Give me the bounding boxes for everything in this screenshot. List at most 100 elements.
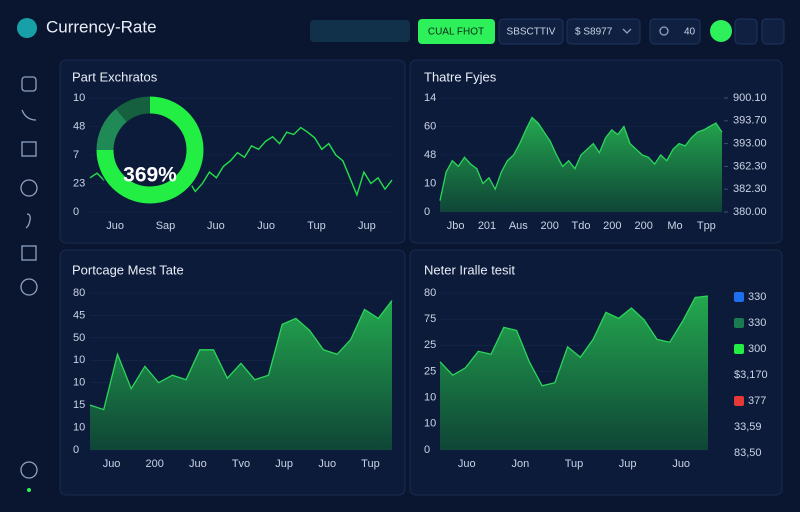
status-dot [27,488,31,492]
y-tick-label: 45 [73,309,85,321]
nav-icon[interactable] [21,141,37,157]
x-tick-label: Juo [672,458,690,470]
y-tick-label: 10 [424,418,436,430]
y-tick-label: 10 [73,377,85,389]
y2-tick-label: 362.30 [733,160,767,172]
y2-tick-label: 382.30 [733,183,767,195]
x-tick-label: 200 [146,458,164,470]
x-tick-label: 200 [540,220,558,232]
button[interactable] [498,18,564,45]
nav-icon[interactable] [21,109,37,121]
y-tick-label: 50 [73,332,85,344]
legend-swatch [734,318,744,328]
legend-swatch [734,396,744,406]
y-tick-label: 0 [424,206,430,218]
button-label: CUAL FHOT [428,27,484,38]
nav-icon[interactable] [20,278,38,296]
data-line [439,116,723,201]
x-tick-label: Tdo [572,220,591,232]
panel-title: Part Exchratos [72,69,158,84]
x-tick-label: Juo [207,220,225,232]
legend-label: 330 [748,317,766,329]
x-tick-label: Jon [512,458,530,470]
y-tick-label: 10 [73,421,85,433]
x-tick-label: Juo [257,220,275,232]
search-bar[interactable] [310,20,410,42]
legend-swatch [734,292,744,302]
y-tick-label: 48 [424,149,436,161]
x-tick-label: Jup [275,458,293,470]
legend-label: 33,59 [734,421,762,433]
y-tick-label: 25 [424,339,436,351]
data-area [440,117,722,212]
data-area [90,300,392,450]
y-tick-label: 0 [424,444,430,456]
x-tick-label: Juo [106,220,124,232]
x-tick-label: Juo [458,458,476,470]
y2-tick-label: 380.00 [733,206,767,218]
data-line [89,300,393,411]
y-tick-label: 7 [73,149,79,161]
data-area [440,296,708,450]
panel-title: Neter Iralle tesit [424,262,515,277]
y-tick-label: 10 [73,92,85,104]
search-group[interactable] [649,18,701,45]
icon-button[interactable] [761,18,785,45]
donut-segment [115,96,151,123]
donut-segment [96,96,204,204]
donut-value: 369% [123,164,177,187]
y-tick-label: 60 [424,120,436,132]
logo[interactable] [17,18,37,38]
legend-label: 300 [748,343,766,355]
settings-icon[interactable] [20,461,38,479]
icon-button[interactable] [734,18,758,45]
legend-label: 83,50 [734,447,762,459]
y-tick-label: 80 [424,287,436,299]
y-tick-label: 10 [424,177,436,189]
y-tick-label: 14 [424,92,436,104]
y-tick-label: 23 [73,177,85,189]
nav-icon[interactable] [21,76,37,92]
legend-swatch [734,344,744,354]
search-count: 40 [684,27,696,38]
search-icon [659,26,669,36]
x-tick-label: Juo [189,458,207,470]
x-tick-label: 200 [603,220,621,232]
nav-icon[interactable] [25,213,31,229]
x-tick-label: Aus [509,220,528,232]
x-tick-label: Tup [307,220,326,232]
x-tick-label: 201 [478,220,496,232]
donut-segment [96,108,128,151]
y-tick-label: 0 [73,444,79,456]
x-tick-label: Tup [361,458,380,470]
app-title: Currency-Rate [46,17,157,36]
nav-icon[interactable] [21,245,37,261]
x-tick-label: Juo [318,458,336,470]
x-tick-label: Jup [619,458,637,470]
x-tick-label: Juo [103,458,121,470]
data-line [439,295,709,387]
status-button[interactable] [710,20,732,42]
sidebar-bg [0,58,52,498]
dropdown-label: $ S8977 [575,27,613,38]
y2-tick-label: 393.00 [733,138,767,150]
dropdown[interactable] [566,18,641,45]
y-tick-label: 10 [73,354,85,366]
legend-label: 330 [748,291,766,303]
y2-tick-label: 393.70 [733,115,767,127]
button-label: SBSCTTIV [507,27,556,38]
y2-tick-label: 900.10 [733,92,767,104]
x-tick-label: Tpp [697,220,716,232]
y-tick-label: 10 [424,392,436,404]
x-tick-label: Jbo [447,220,465,232]
panel-title: Portcage Mest Tate [72,262,184,277]
y-tick-label: 25 [424,365,436,377]
x-tick-label: 200 [634,220,652,232]
nav-icon[interactable] [20,179,38,197]
chevron [622,28,632,34]
x-tick-label: Sap [156,220,176,232]
x-tick-label: Mo [667,220,682,232]
primary-button[interactable] [418,19,495,44]
